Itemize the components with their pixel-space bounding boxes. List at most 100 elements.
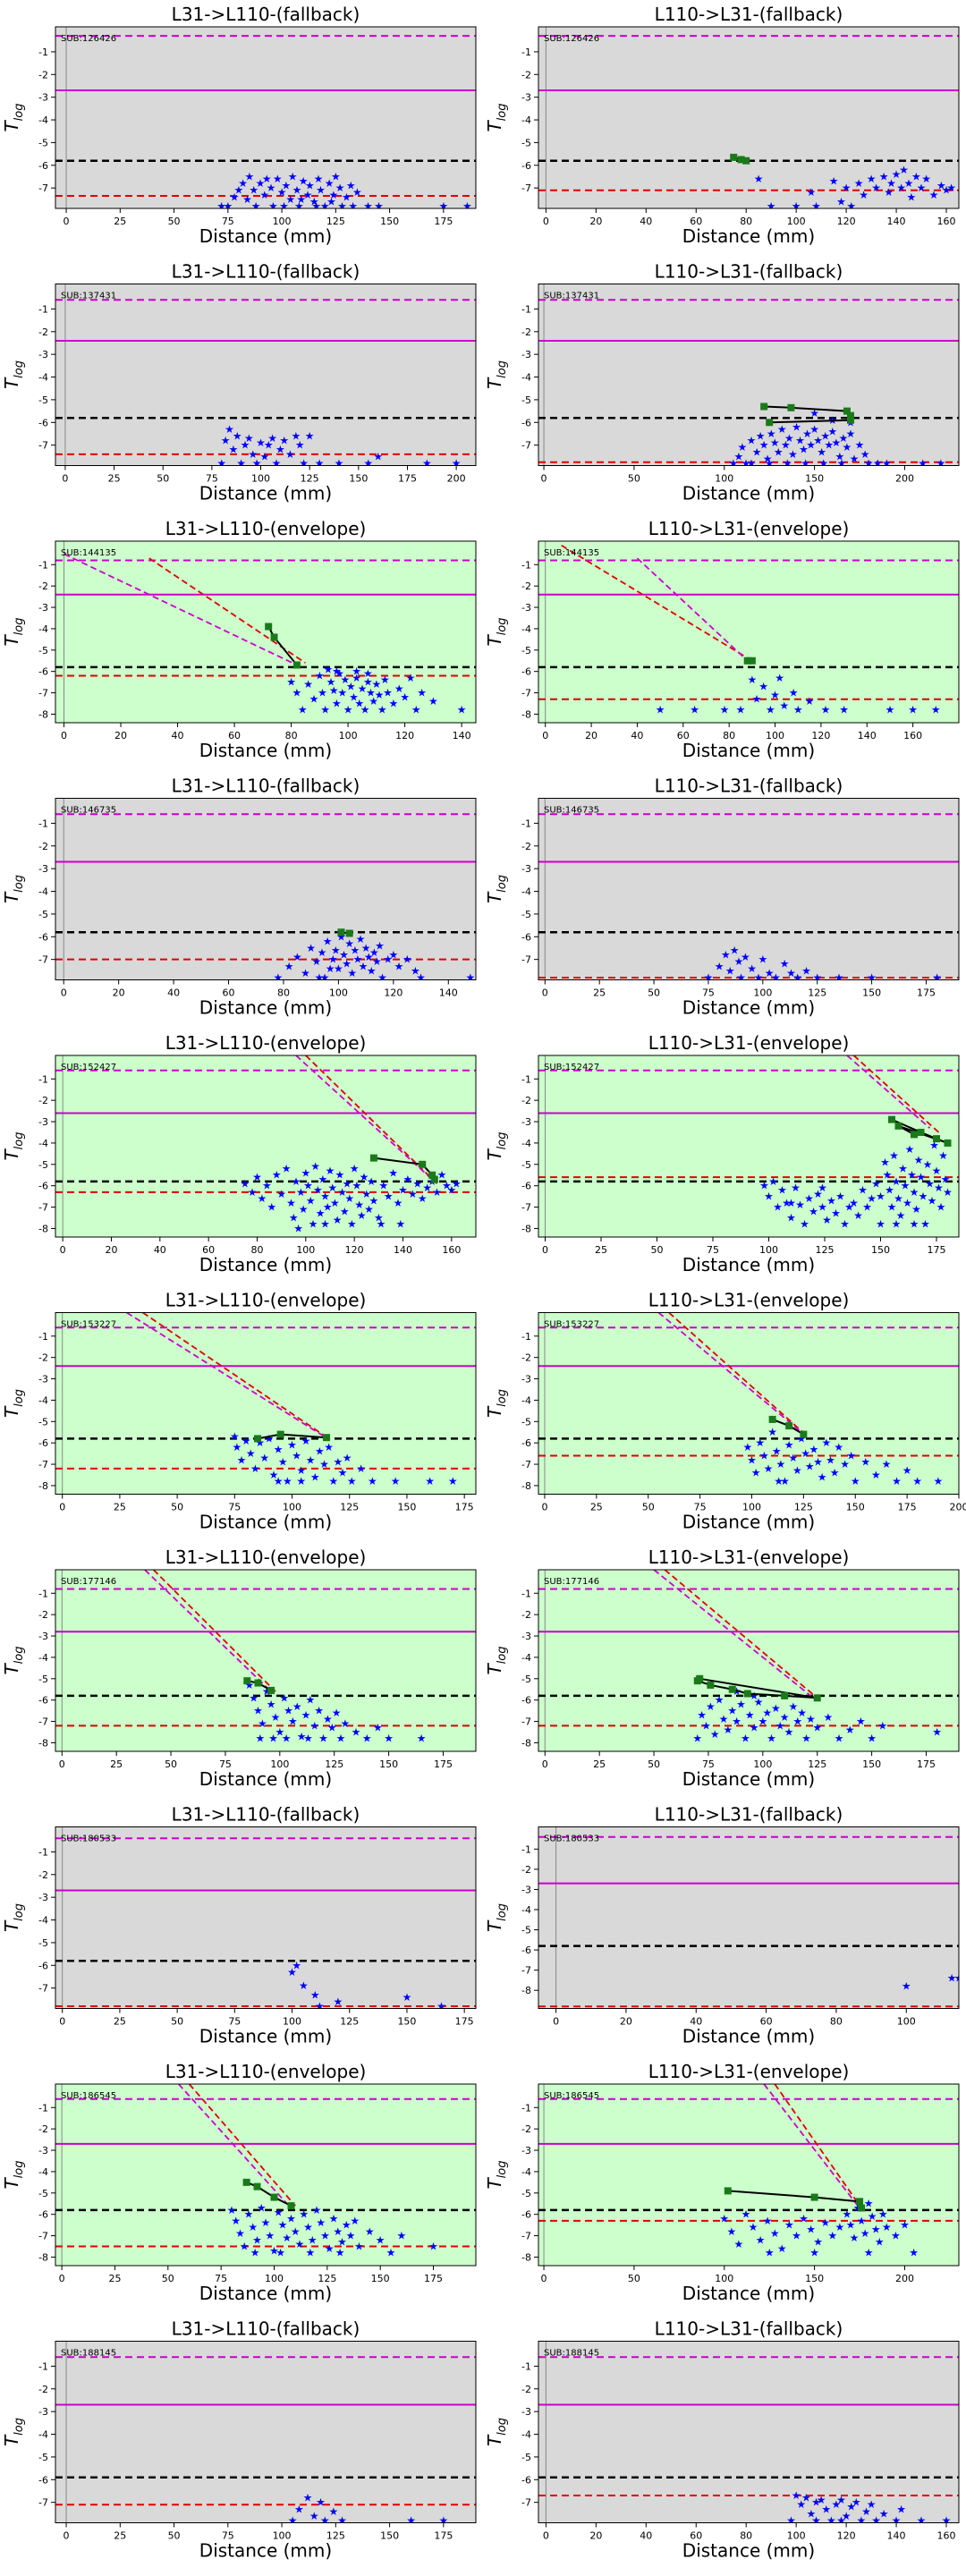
magenta-envelope-line	[636, 557, 750, 664]
x-tick-label: 100	[270, 1758, 289, 1770]
y-tick-label: -5	[38, 2452, 48, 2463]
data-point: ★	[333, 2225, 343, 2238]
path-marker	[800, 1430, 808, 1438]
x-tick-label: 50	[648, 987, 660, 999]
data-point: ★	[299, 175, 309, 188]
x-tick-label: 150	[871, 1244, 890, 1256]
data-point: ★	[265, 2230, 275, 2242]
y-tick-label: -6	[38, 931, 48, 943]
data-point: ★	[292, 1959, 301, 1971]
data-point: ★	[904, 177, 914, 190]
x-tick-label: 100	[251, 473, 270, 485]
data-point: ★	[936, 180, 946, 192]
data-point: ★	[704, 971, 714, 984]
data-point: ★	[852, 2496, 861, 2509]
data-point: ★	[346, 180, 356, 192]
data-point: ★	[292, 430, 301, 443]
data-point: ★	[809, 407, 819, 419]
data-point: ★	[374, 199, 384, 212]
x-tick-label: 40	[631, 730, 643, 741]
data-point: ★	[238, 177, 248, 190]
red-envelope-line	[561, 545, 753, 662]
y-tick-label: -4	[38, 623, 48, 635]
y-tick-label: -6	[521, 666, 531, 678]
data-point: ★	[831, 1208, 841, 1220]
data-point: ★	[876, 1218, 886, 1231]
x-tick-label: 60	[228, 730, 241, 741]
data-point: ★	[719, 2212, 729, 2224]
plot-area: ★★★	[538, 1826, 959, 2009]
data-point: ★	[316, 2496, 326, 2509]
y-tick-label: -3	[521, 1884, 531, 1895]
y-tick-label: -4	[38, 1138, 48, 1149]
x-tick-label: 150	[371, 2273, 390, 2284]
data-point: ★	[835, 1191, 845, 1203]
magenta-envelope-line	[763, 2084, 859, 2207]
x-tick-label: 0	[542, 730, 548, 741]
data-point: ★	[736, 704, 746, 716]
data-point: ★	[896, 182, 906, 194]
y-tick-label: -5	[38, 1674, 48, 1685]
data-point: ★	[726, 2225, 736, 2238]
y-tick-label: -2	[38, 2123, 48, 2135]
plot-frame	[538, 798, 960, 980]
data-point: ★	[332, 1707, 342, 1719]
x-tick-label: 75	[702, 1758, 715, 1770]
data-point: ★	[752, 693, 762, 706]
data-point: ★	[305, 2247, 315, 2259]
data-point: ★	[261, 2216, 271, 2229]
data-point: ★	[452, 457, 462, 470]
data-point: ★	[327, 1182, 337, 1194]
data-point: ★	[296, 1464, 306, 1477]
data-point: ★	[750, 1690, 759, 1702]
data-point: ★	[309, 1719, 319, 1732]
data-point: ★	[326, 676, 336, 689]
data-point: ★	[384, 1733, 394, 1745]
x-tick-label: 175	[434, 1758, 453, 1770]
data-point: ★	[917, 2514, 927, 2527]
data-point: ★	[846, 199, 856, 212]
data-point: ★	[770, 436, 780, 449]
x-tick-label: 100	[329, 987, 348, 999]
x-tick-label: 125	[808, 1758, 826, 1770]
x-tick-label: 25	[110, 1758, 123, 1770]
y-axis-label: Tlog	[484, 2418, 509, 2446]
data-point: ★	[797, 1432, 807, 1445]
x-tick-label: 0	[59, 2016, 65, 2028]
data-point: ★	[329, 684, 339, 697]
data-point: ★	[850, 453, 860, 465]
data-point: ★	[315, 1445, 325, 1458]
x-tick-label: 150	[397, 2016, 416, 2028]
y-tick-label: -4	[521, 1394, 531, 1406]
data-point: ★	[736, 1698, 746, 1710]
x-tick-label: 200	[447, 473, 466, 485]
chart-title: L31->L110-(fallback)	[172, 4, 360, 25]
y-tick-label: -5	[521, 137, 531, 148]
data-point: ★	[438, 199, 448, 212]
data-point: ★	[921, 173, 931, 185]
path-marker	[696, 1674, 704, 1682]
y-tick-label: -6	[521, 2209, 531, 2221]
data-point: ★	[892, 1218, 902, 1231]
data-point: ★	[230, 1430, 240, 1443]
plot-area: ★★★★★★★★★★★★★★★★★★★★★★★★★★★★★★★★★★★★★ ★ ★ ★	[55, 2084, 476, 2266]
data-point: ★	[801, 1733, 811, 1745]
data-point: ★	[303, 2492, 313, 2504]
y-tick-label: -1	[521, 1588, 531, 1599]
data-point: ★	[800, 1218, 809, 1231]
x-tick-label: 0	[542, 1758, 548, 1770]
x-tick-label: 175	[917, 987, 936, 999]
y-tick-label: -4	[38, 114, 48, 126]
data-point: ★	[367, 1175, 377, 1188]
y-tick-label: -7	[38, 440, 48, 452]
data-point: ★	[425, 1475, 435, 1487]
data-point: ★	[352, 665, 361, 678]
path-marker	[781, 1691, 789, 1699]
data-point: ★	[375, 689, 385, 701]
x-tick-label: 120	[395, 730, 414, 741]
x-axis-label: Distance (mm)	[682, 1254, 815, 1275]
data-point: ★	[813, 435, 823, 447]
data-point: ★	[245, 170, 255, 182]
data-point: ★	[301, 1166, 310, 1179]
data-point: ★	[285, 193, 295, 206]
